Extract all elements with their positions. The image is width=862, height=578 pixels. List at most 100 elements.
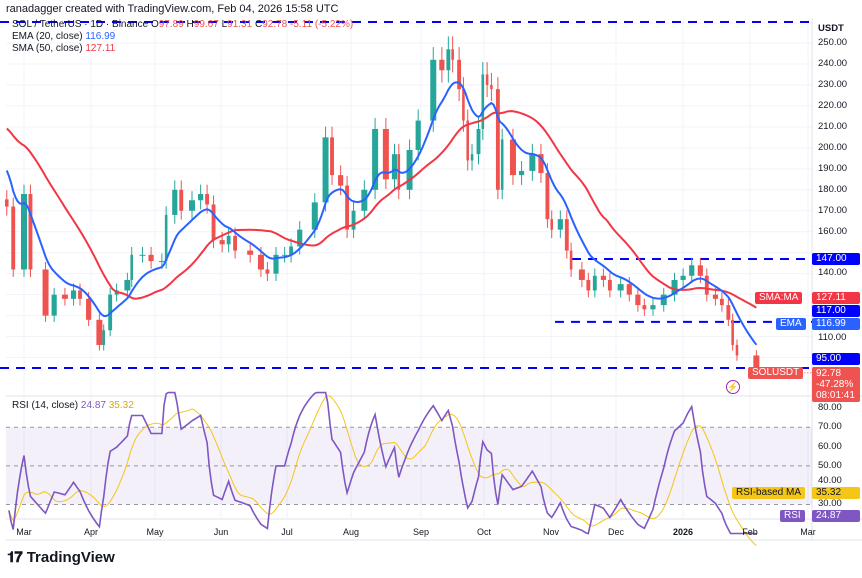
- candle-body: [642, 305, 647, 310]
- candle-body: [322, 137, 329, 203]
- candle-body: [557, 219, 563, 230]
- candle-body: [78, 290, 82, 299]
- time-tick: Mar: [16, 527, 32, 537]
- candle-body: [28, 193, 33, 270]
- rsi-name-tag: RSI: [780, 510, 805, 522]
- candle-body: [569, 250, 573, 270]
- last-change: -47.28%: [816, 379, 854, 390]
- rsi-legend[interactable]: RSI (14, close) 24.87 35.32: [12, 400, 134, 411]
- candle-body: [86, 298, 92, 320]
- candle-body: [726, 305, 731, 320]
- rsi-tick: 60.00: [818, 440, 842, 452]
- candle-body: [330, 137, 334, 176]
- time-tick: Sep: [412, 527, 430, 537]
- time-tick: Oct: [476, 527, 492, 537]
- time-tick: Dec: [607, 527, 625, 537]
- candle-body: [518, 170, 525, 176]
- rsi-line: [8, 391, 757, 535]
- ema-legend[interactable]: EMA (20, close) 116.99: [12, 31, 115, 42]
- price-tick: 210.00: [818, 120, 848, 132]
- candle-body: [564, 219, 569, 251]
- tv-logo-icon: 𝟏𝟕: [7, 549, 23, 566]
- sma-label: SMA (50, close): [12, 43, 83, 54]
- high-value: 99.67: [193, 19, 219, 30]
- candle-body: [102, 330, 105, 345]
- candle-body: [660, 294, 667, 306]
- candle-body: [124, 279, 131, 291]
- sma-50-line: [6, 110, 757, 309]
- candle-body: [509, 139, 516, 176]
- candle-body: [451, 49, 454, 60]
- candle-body: [439, 59, 445, 71]
- candle-body: [500, 139, 504, 190]
- candle-body: [219, 240, 225, 245]
- candle-body: [731, 319, 734, 345]
- candle-body: [462, 89, 465, 121]
- candle-body: [42, 269, 49, 316]
- candle-body: [139, 254, 146, 256]
- rsi-tick: 80.00: [818, 402, 842, 413]
- candle-body: [391, 154, 398, 180]
- candle-body: [372, 128, 379, 190]
- sma-value: 127.11: [85, 43, 116, 54]
- time-tick: Jun: [213, 527, 229, 537]
- symbol-title[interactable]: SOL / TetherUS · 1D · Binance: [12, 19, 149, 30]
- last-price-tag: 92.78 -47.28% 08:01:41: [812, 367, 860, 402]
- candle-body: [671, 279, 678, 295]
- low-value: 91.31: [227, 19, 253, 30]
- candle-body: [617, 284, 624, 291]
- time-tick: Apr: [83, 527, 99, 537]
- candle-body: [545, 173, 550, 220]
- ema-value-tag: 116.99: [812, 318, 860, 330]
- level-117-tag: 117.00: [812, 305, 860, 317]
- candle-body: [529, 154, 536, 171]
- candle-body: [205, 193, 210, 205]
- price-tick: 220.00: [818, 99, 848, 111]
- candle-body: [476, 128, 481, 155]
- ema-name-tag: EMA: [776, 318, 806, 330]
- candle-body: [704, 275, 709, 295]
- candle-body: [470, 154, 474, 161]
- price-tick: 140.00: [818, 267, 848, 278]
- candle-body: [257, 254, 264, 270]
- candle-body: [415, 120, 421, 150]
- change-value: -5.11 (-5.22%): [290, 19, 354, 30]
- candle-body: [607, 279, 612, 291]
- candle-body: [282, 254, 288, 256]
- candle-body: [70, 290, 77, 299]
- last-price: 92.78: [816, 368, 842, 379]
- price-tick: 170.00: [818, 204, 848, 216]
- candle-body: [753, 355, 760, 373]
- time-tick: Jul: [281, 527, 293, 537]
- time-tick: 2026: [672, 527, 694, 537]
- tradingview-logo[interactable]: 𝟏𝟕 TradingView: [7, 549, 115, 566]
- candle-body: [466, 120, 470, 161]
- candle-body: [550, 219, 554, 230]
- candle-body: [211, 204, 216, 241]
- candle-body: [481, 74, 485, 129]
- lightning-icon[interactable]: ⚡: [726, 380, 740, 394]
- brand-name: TradingView: [26, 549, 115, 566]
- rsi-tick: 70.00: [818, 421, 842, 433]
- rsi-value: 24.87: [80, 400, 106, 411]
- candle-body: [164, 214, 168, 262]
- close-label: C: [254, 19, 263, 30]
- candle-body: [712, 294, 719, 299]
- currency-label[interactable]: USDT: [818, 23, 844, 34]
- sma-legend[interactable]: SMA (50, close) 127.11: [12, 43, 115, 54]
- candle-body: [592, 275, 597, 291]
- rsi-ma-name-tag: RSI-based MA: [732, 487, 806, 499]
- rsi-ma-value-tag: 35.32: [812, 487, 860, 499]
- candle-body: [457, 59, 462, 90]
- candle-body: [735, 344, 739, 356]
- level-95-tag: 95.00: [812, 353, 860, 365]
- candle-body: [719, 298, 724, 306]
- rsi-value-tag: 24.87: [812, 510, 860, 522]
- candle-body: [289, 246, 294, 255]
- candle-body: [158, 261, 165, 263]
- candle-body: [4, 199, 9, 207]
- high-label: H: [186, 19, 194, 30]
- candle-body: [130, 254, 133, 280]
